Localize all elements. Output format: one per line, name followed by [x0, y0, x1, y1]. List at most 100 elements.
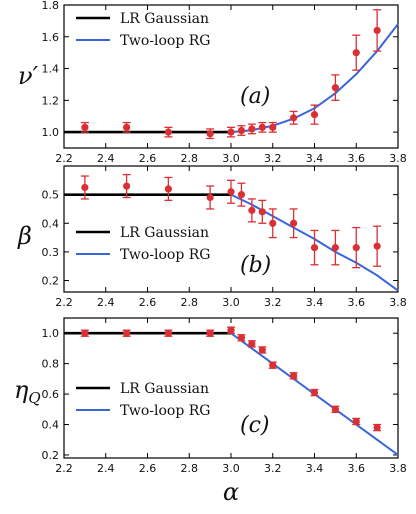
data-point: [258, 123, 266, 131]
data-point: [123, 123, 131, 131]
y-tick-label: 0.2: [42, 275, 60, 288]
legend-lr-gaussian-label: LR Gaussian: [120, 225, 209, 241]
y-tick-label: 0.5: [42, 189, 60, 202]
data-point: [290, 372, 298, 380]
x-tick-label: 3.8: [389, 462, 407, 475]
data-point: [237, 334, 246, 342]
y-tick-label: 0.4: [42, 217, 60, 230]
x-tick-label: 3.2: [264, 152, 282, 165]
y-tick-label: 0.2: [42, 449, 60, 462]
x-tick-label: 3.6: [348, 462, 366, 475]
data-point: [81, 329, 89, 337]
y-axis-label: β: [17, 222, 32, 250]
x-tick-label: 3.4: [306, 462, 324, 475]
data-point: [373, 242, 381, 250]
y-axis-label: ν′: [18, 62, 39, 90]
x-tick-label: 2.2: [55, 152, 73, 165]
x-tick-label: 2.2: [55, 296, 73, 309]
panel-a: 2.2 2.4 2.6 2.8 3.0 3.2 3.4 3.6 3.8 1.0 1.2 1.4 1.6 1…: [18, 0, 407, 165]
data-point: [248, 340, 256, 348]
y-tick-label: 1.0: [42, 126, 60, 139]
plot-frame: [63, 4, 399, 149]
legend-two-loop-rg-label: Two-loop RG: [120, 33, 210, 49]
x-tick-label: 3.0: [222, 152, 240, 165]
data-point: [269, 123, 277, 131]
data-point: [269, 219, 277, 227]
data-point: [206, 193, 214, 202]
data-point: [310, 111, 319, 119]
x-tick-label: 3.6: [348, 296, 366, 309]
data-point: [248, 206, 256, 214]
panel-c: 2.2 2.4 2.6 2.8 3.0 3.2 3.4 3.6 3.8 0.2 0.4 0.6 0.8 1…: [14, 317, 407, 506]
data-point: [206, 329, 214, 337]
data-point: [123, 182, 131, 190]
data-point: [164, 128, 172, 136]
panel-label: (a): [240, 84, 270, 109]
legend-two-loop-rg-label: Two-loop RG: [120, 247, 210, 263]
x-tick-label: 2.8: [181, 296, 199, 309]
y-tick-label: 0.3: [42, 246, 60, 259]
data-point: [352, 244, 360, 252]
y-tick-label: 1.4: [42, 63, 60, 76]
x-tick-label: 2.6: [139, 462, 157, 475]
data-point: [269, 361, 277, 369]
data-point: [331, 84, 339, 92]
y-axis-label: ηQ: [14, 376, 41, 407]
data-point: [123, 329, 131, 337]
x-tick-label: 3.6: [348, 152, 366, 165]
x-tick-label: 3.4: [306, 152, 324, 165]
panel-label: (b): [240, 253, 271, 278]
x-axis-label: α: [223, 478, 239, 506]
y-tick-label: 1.2: [42, 94, 60, 107]
data-point: [164, 185, 172, 193]
data-point: [227, 128, 235, 136]
y-tick-label: 0.6: [42, 388, 60, 401]
data-point: [206, 130, 214, 138]
legend-lr-gaussian-label: LR Gaussian: [120, 11, 209, 27]
panel-b: 2.2 2.4 2.6 2.8 3.0 3.2 3.4 3.6 3.8 0.2 0.3 0.4 0.5 L…: [17, 165, 407, 309]
panel-label: (c): [240, 413, 270, 438]
data-point: [81, 123, 89, 131]
data-point: [258, 208, 266, 216]
x-tick-label: 2.8: [181, 152, 199, 165]
data-point: [227, 326, 235, 334]
x-tick-label: 3.4: [306, 296, 324, 309]
y-tick-label: 0.8: [42, 358, 60, 371]
data-point: [81, 183, 89, 192]
data-point: [227, 188, 235, 196]
x-tick-label: 3.0: [222, 462, 240, 475]
y-tick-label: 1.0: [42, 327, 60, 340]
y-tick-label: 1.6: [42, 31, 60, 44]
x-tick-label: 2.2: [55, 462, 73, 475]
x-tick-label: 2.4: [97, 296, 115, 309]
data-point: [373, 423, 381, 432]
x-tick-label: 2.4: [97, 152, 115, 165]
x-tick-label: 2.6: [139, 296, 157, 309]
data-point: [352, 417, 360, 426]
data-point: [164, 329, 172, 337]
data-point: [310, 244, 319, 252]
x-tick-label: 3.8: [389, 152, 407, 165]
data-point: [237, 126, 246, 135]
data-point: [290, 219, 298, 227]
x-tick-label: 3.2: [264, 296, 282, 309]
y-tick-label: 1.8: [42, 0, 60, 12]
legend-two-loop-rg-label: Two-loop RG: [120, 403, 210, 419]
x-tick-label: 2.8: [181, 462, 199, 475]
data-point: [310, 388, 319, 397]
y-tick-label: 0.4: [42, 419, 60, 432]
x-tick-label: 3.2: [264, 462, 282, 475]
data-point: [258, 346, 266, 354]
data-point: [331, 244, 339, 252]
x-tick-label: 2.6: [139, 152, 157, 165]
data-point: [290, 114, 298, 122]
data-point: [373, 26, 381, 35]
x-tick-label: 2.4: [97, 462, 115, 475]
plot-frame: [63, 317, 399, 459]
data-point: [331, 405, 339, 413]
data-point: [248, 125, 256, 133]
data-point: [352, 49, 360, 57]
x-tick-label: 3.8: [389, 296, 407, 309]
data-point: [237, 191, 246, 199]
x-tick-label: 3.0: [222, 296, 240, 309]
